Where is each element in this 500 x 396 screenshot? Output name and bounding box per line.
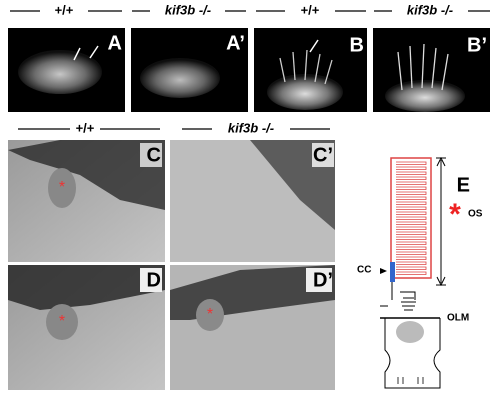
panel-d: * D — [8, 265, 165, 390]
disc-membrane — [396, 271, 427, 275]
disc-membrane — [396, 181, 427, 185]
disc-membrane — [396, 196, 427, 200]
disc-membrane — [396, 166, 427, 170]
disc-membrane — [396, 216, 427, 220]
panel-d-prime: * D’ — [170, 265, 335, 390]
disc-membrane — [396, 221, 427, 225]
panel-letter: B’ — [467, 34, 487, 56]
panel-letter: D — [147, 269, 161, 291]
panel-letter: A’ — [226, 32, 245, 54]
header: kif3b -/- — [407, 2, 453, 17]
cc-label: CC — [357, 265, 371, 276]
panel-letter: B — [350, 34, 364, 56]
asterisk: * — [449, 198, 461, 231]
disc-membrane — [396, 201, 427, 205]
header: kif3b -/- — [165, 2, 211, 17]
panel-b: B — [254, 28, 367, 112]
disc-membrane — [396, 171, 427, 175]
disc-membrane — [396, 241, 427, 245]
photoreceptor-diagram: * — [380, 156, 461, 389]
disc-membrane — [396, 161, 427, 165]
disc-membrane — [396, 176, 427, 180]
asterisk: * — [59, 313, 65, 330]
header: +/+ — [55, 2, 74, 17]
panel-letter: D’ — [313, 269, 333, 291]
panel-letter: A — [108, 32, 122, 54]
disc-membrane — [396, 246, 427, 250]
disc-membrane — [396, 211, 427, 215]
disc-membrane — [396, 226, 427, 230]
disc-membrane — [396, 236, 427, 240]
panel-c-prime: C’ — [170, 140, 335, 262]
header: +/+ — [301, 2, 320, 17]
disc-membrane — [396, 231, 427, 235]
header: kif3b -/- — [228, 120, 274, 135]
panel-letter: E — [457, 174, 470, 196]
panel-b-prime: B’ — [373, 28, 490, 112]
panel-letter: C’ — [313, 144, 333, 166]
disc-membrane — [396, 251, 427, 255]
os-label: OS — [468, 209, 483, 220]
olm-label: OLM — [447, 313, 469, 324]
asterisk: * — [59, 179, 65, 196]
disc-membrane — [396, 256, 427, 260]
disc-membrane — [396, 266, 427, 270]
disc-membrane — [396, 186, 427, 190]
disc-membrane — [396, 191, 427, 195]
panel-c: * C — [8, 140, 165, 262]
disc-membrane — [396, 261, 427, 265]
panel-a: A — [8, 28, 125, 112]
disc-membrane — [396, 206, 427, 210]
panel-a-prime: A’ — [131, 28, 248, 112]
asterisk: * — [207, 306, 213, 323]
panel-letter: C — [147, 144, 161, 166]
header: +/+ — [76, 120, 95, 135]
